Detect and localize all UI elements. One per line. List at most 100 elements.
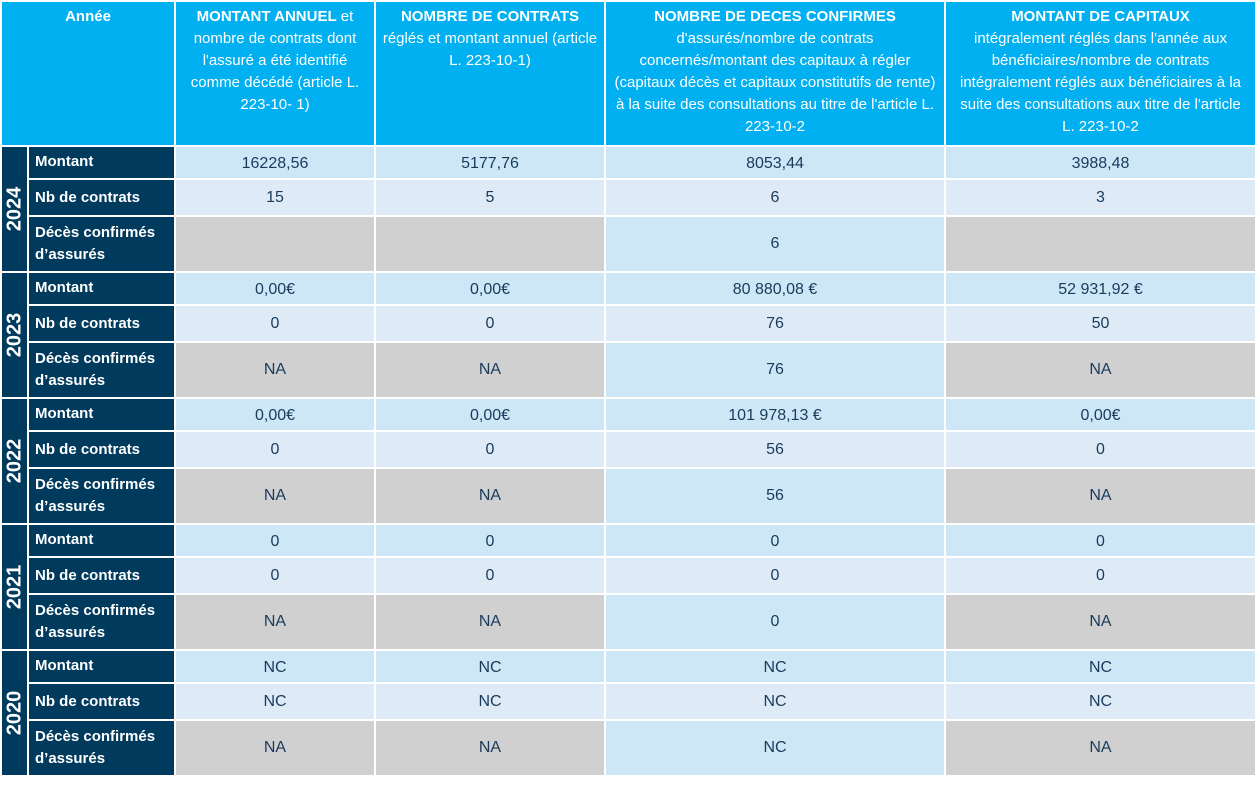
cell-nb-col2: NC	[374, 682, 606, 721]
cell-montant-col3: 101 978,13 €	[604, 397, 946, 432]
cell-montant-col2: 0,00€	[374, 397, 606, 432]
header-year-label: Année	[65, 8, 111, 25]
cell-deces-col2: NA	[374, 719, 606, 777]
row-label-montant: Montant	[27, 523, 176, 558]
header-col1: MONTANT ANNUEL et nombre de contrats don…	[174, 0, 376, 147]
cell-montant-col1: 0	[174, 523, 376, 558]
cell-montant-col2: 0,00€	[374, 271, 606, 306]
cell-deces-col1	[174, 215, 376, 273]
row-label-nb: Nb de contrats	[27, 304, 176, 343]
cell-deces-col4	[944, 215, 1255, 273]
cell-nb-col1: NC	[174, 682, 376, 721]
cell-montant-col1: 0,00€	[174, 397, 376, 432]
year-label: 2021	[3, 564, 25, 610]
header-col4-title: MONTANT DE CAPITAUX	[1011, 8, 1190, 25]
cell-montant-col3: 80 880,08 €	[604, 271, 946, 306]
cell-nb-col3: 0	[604, 556, 946, 595]
year-cell: 2020	[0, 649, 29, 777]
year-label: 2023	[3, 312, 25, 358]
year-label: 2020	[3, 690, 25, 736]
cell-deces-col2: NA	[374, 341, 606, 399]
cell-deces-col4: NA	[944, 341, 1255, 399]
cell-nb-col3: 6	[604, 178, 946, 217]
cell-nb-col4: 0	[944, 430, 1255, 469]
row-2022-nb: Nb de contrats 0 0 56 0	[1, 430, 1255, 469]
cell-deces-col3: 6	[604, 215, 946, 273]
year-cell: 2023	[0, 271, 29, 399]
row-2021-montant: 2021 Montant 0 0 0 0	[0, 523, 1255, 651]
cell-deces-col1: NA	[174, 341, 376, 399]
cell-deces-col1: NA	[174, 467, 376, 525]
cell-montant-col1: NC	[174, 649, 376, 684]
cell-nb-col4: 0	[944, 556, 1255, 595]
row-2024-montant: 2024 Montant 16228,56 5177,76 8053,44 3988,48	[0, 145, 1255, 273]
cell-deces-col3: 76	[604, 341, 946, 399]
row-label-deces: Décès confirmés d’assurés	[27, 215, 176, 273]
year-cell: 2022	[0, 397, 29, 525]
row-2021-nb: Nb de contrats 0 0 0 0	[1, 556, 1255, 595]
cell-nb-col1: 0	[174, 430, 376, 469]
row-2022-deces: Décès confirmés d’assurés NA NA 56 NA	[1, 467, 1255, 525]
header-col2-text: réglés et montant annuel (article L. 223…	[382, 30, 598, 69]
cell-deces-col1: NA	[174, 593, 376, 651]
cell-deces-col4: NA	[944, 593, 1255, 651]
cell-nb-col3: NC	[604, 682, 946, 721]
row-label-montant: Montant	[27, 397, 176, 432]
header-col2: NOMBRE DE CONTRATS réglés et montant annu…	[374, 0, 606, 147]
cell-montant-col4: 0,00€	[944, 397, 1255, 432]
cell-montant-col1: 16228,56	[174, 145, 376, 180]
cell-montant-col4: NC	[944, 649, 1255, 684]
header-col4: MONTANT DE CAPITAUX intégralement réglés …	[944, 0, 1255, 147]
header-col3-title: NOMBRE DE DECES CONFIRMES	[654, 8, 896, 25]
row-2023-deces: Décès confirmés d’assurés NA NA 76 NA	[1, 341, 1255, 399]
row-label-deces: Décès confirmés d’assurés	[27, 593, 176, 651]
cell-nb-col2: 0	[374, 304, 606, 343]
cell-deces-col2: NA	[374, 593, 606, 651]
row-label-deces: Décès confirmés d’assurés	[27, 341, 176, 399]
cell-montant-col3: NC	[604, 649, 946, 684]
header-row: Année MONTANT ANNUEL et nombre de contra…	[0, 0, 1255, 147]
row-label-deces: Décès confirmés d’assurés	[27, 467, 176, 525]
row-label-nb: Nb de contrats	[27, 178, 176, 217]
cell-montant-col2: NC	[374, 649, 606, 684]
row-label-montant: Montant	[27, 145, 176, 180]
row-2021-deces: Décès confirmés d’assurés NA NA 0 NA	[1, 593, 1255, 651]
year-cell: 2021	[0, 523, 29, 651]
cell-montant-col4: 0	[944, 523, 1255, 558]
cell-nb-col4: 50	[944, 304, 1255, 343]
header-col2-title: NOMBRE DE CONTRATS	[400, 8, 580, 25]
cell-deces-col3: NC	[604, 719, 946, 777]
cell-nb-col4: NC	[944, 682, 1255, 721]
cell-deces-col3: 0	[604, 593, 946, 651]
cell-nb-col4: 3	[944, 178, 1255, 217]
cell-nb-col1: 0	[174, 556, 376, 595]
header-col1-title: MONTANT ANNUEL	[196, 8, 337, 25]
cell-deces-col2: NA	[374, 467, 606, 525]
cell-montant-col2: 0	[374, 523, 606, 558]
cell-montant-col3: 0	[604, 523, 946, 558]
row-2020-nb: Nb de contrats NC NC NC NC	[1, 682, 1255, 721]
cell-nb-col2: 0	[374, 556, 606, 595]
row-2020-montant: 2020 Montant NC NC NC NC	[0, 649, 1255, 777]
year-cell: 2024	[0, 145, 29, 273]
cell-nb-col2: 5	[374, 178, 606, 217]
cell-montant-col4: 52 931,92 €	[944, 271, 1255, 306]
row-2024-deces: Décès confirmés d’assurés 6	[1, 215, 1255, 273]
cell-nb-col3: 76	[604, 304, 946, 343]
cell-montant-col1: 0,00€	[174, 271, 376, 306]
cell-deces-col4: NA	[944, 719, 1255, 777]
header-col4-text: intégralement réglés dans l'année aux bé…	[960, 30, 1241, 135]
header-col3-text: d'assurés/nombre de contrats concernés/m…	[614, 30, 936, 135]
cell-nb-col3: 56	[604, 430, 946, 469]
cell-deces-col3: 56	[604, 467, 946, 525]
row-label-montant: Montant	[27, 271, 176, 306]
row-label-nb: Nb de contrats	[27, 682, 176, 721]
year-label: 2024	[3, 186, 25, 232]
row-2023-montant: 2023 Montant 0,00€ 0,00€ 80 880,08 €52 931,9…	[0, 271, 1255, 399]
row-2023-nb: Nb de contrats 0 0 76 50	[1, 304, 1255, 343]
row-2020-deces: Décès confirmés d’assurés NA NA NC NA	[1, 719, 1255, 777]
row-label-deces: Décès confirmés d’assurés	[27, 719, 176, 777]
row-label-nb: Nb de contrats	[27, 556, 176, 595]
cell-deces-col2	[374, 215, 606, 273]
